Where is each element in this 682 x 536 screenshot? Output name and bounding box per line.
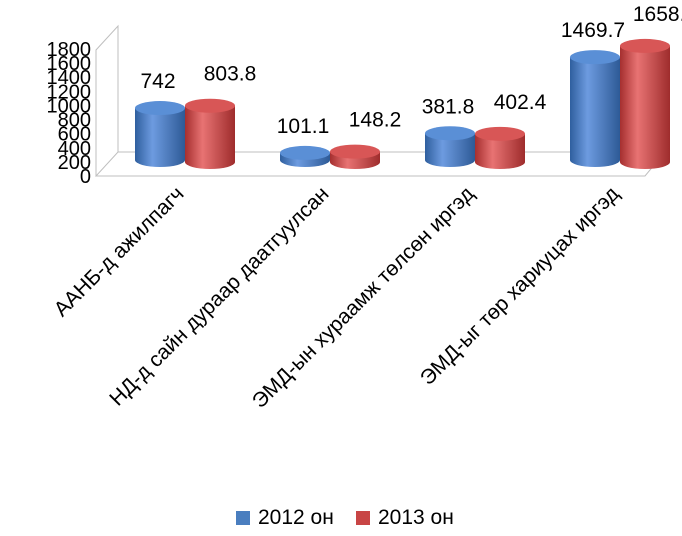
bar-2012-1 xyxy=(280,145,330,167)
y-tick-label: 800 xyxy=(58,110,91,132)
data-label: 402.4 xyxy=(494,91,547,114)
bar-body xyxy=(135,108,185,167)
bar-2012-0 xyxy=(135,101,185,167)
bar-top xyxy=(330,144,380,159)
y-tick-label: 1000 xyxy=(47,95,92,117)
bar-top xyxy=(135,101,185,116)
bar-body xyxy=(475,133,525,169)
bar-top xyxy=(185,98,235,113)
data-label: 742 xyxy=(140,70,175,93)
y-tick-label: 1600 xyxy=(47,53,92,75)
y-tick-label: 0 xyxy=(80,166,91,188)
bar-top xyxy=(570,50,620,65)
bar-2013-1 xyxy=(330,144,380,169)
bars-layer xyxy=(135,38,670,169)
y-tick-label: 200 xyxy=(58,152,91,174)
legend-item-2012: 2012 он xyxy=(236,506,334,529)
bar-2012-2 xyxy=(425,126,475,167)
bar-body xyxy=(185,105,235,169)
bar-2013-3 xyxy=(620,38,670,169)
legend-swatch xyxy=(356,511,370,525)
bar-top xyxy=(280,145,330,160)
bar-top xyxy=(475,126,525,141)
bar-body xyxy=(570,57,620,167)
bar-2013-0 xyxy=(185,98,235,169)
bar-body xyxy=(425,133,475,167)
data-label: 381.8 xyxy=(422,95,475,118)
legend-item-2013: 2013 он xyxy=(356,506,454,529)
y-tick-label: 400 xyxy=(58,138,91,160)
legend-swatch xyxy=(236,511,250,525)
data-label: 1658.3 xyxy=(633,3,682,26)
legend-label: 2013 он xyxy=(378,506,454,529)
data-label: 101.1 xyxy=(277,115,330,138)
data-label: 1469.7 xyxy=(561,19,625,42)
y-tick-label: 1800 xyxy=(47,39,92,61)
side-wall xyxy=(95,24,119,176)
legend-label: 2012 он xyxy=(258,506,334,529)
y-tick-label: 1400 xyxy=(47,67,92,89)
legend: 2012 он 2013 он xyxy=(236,506,454,529)
category-label: ААНБ-д ажилпагч xyxy=(50,182,189,321)
data-label: 148.2 xyxy=(349,109,402,132)
y-tick-label: 600 xyxy=(58,124,91,146)
data-label: 803.8 xyxy=(204,63,257,86)
bar-body xyxy=(620,45,670,169)
y-tick-label: 1200 xyxy=(47,81,92,103)
bar-2012-3 xyxy=(570,50,620,167)
bar-top xyxy=(620,38,670,53)
bar-top xyxy=(425,126,475,141)
bar-2013-2 xyxy=(475,126,525,169)
